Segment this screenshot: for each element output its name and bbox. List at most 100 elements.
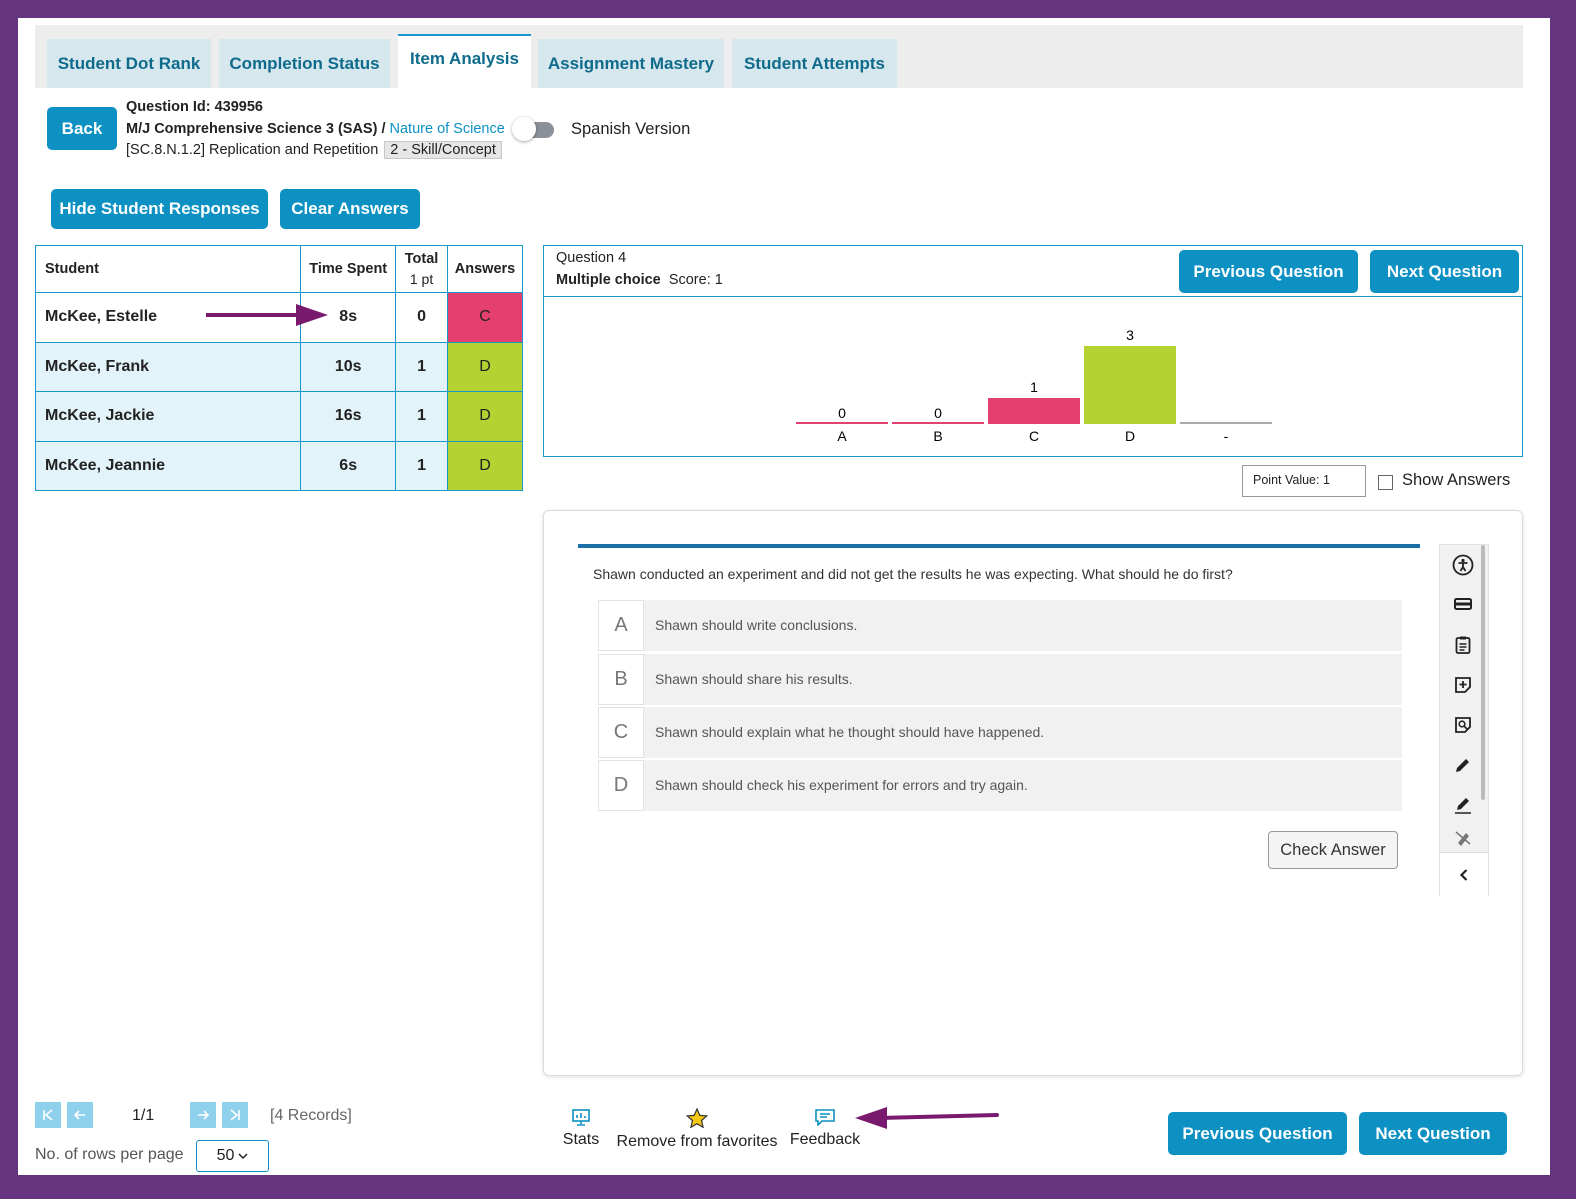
answer-distribution-chart: 0 A 0 B 1 C 3 D - bbox=[796, 327, 1272, 444]
question-type: Multiple choice bbox=[556, 272, 661, 288]
answer-cell: D bbox=[447, 341, 523, 392]
feedback-label: Feedback bbox=[789, 1131, 861, 1148]
tab-assignment-mastery[interactable]: Assignment Mastery bbox=[538, 39, 724, 88]
option-text: Shawn should check his experiment for er… bbox=[655, 777, 1028, 793]
chevron-down-icon bbox=[238, 1153, 248, 1160]
question-score: Score: 1 bbox=[668, 272, 723, 288]
course-breadcrumb: M/J Comprehensive Science 3 (SAS) / Natu… bbox=[126, 121, 505, 137]
category-tick-label: - bbox=[1224, 428, 1229, 444]
bar-c bbox=[988, 398, 1080, 424]
col-time-spent[interactable]: Time Spent bbox=[300, 245, 397, 293]
accessibility-toolbar bbox=[1439, 544, 1489, 896]
report-tabs: Student Dot Rank Completion Status Item … bbox=[35, 25, 1523, 88]
point-value-field[interactable]: Point Value: 1 bbox=[1242, 465, 1366, 497]
question-id: Question Id: 439956 bbox=[126, 99, 263, 115]
page-indicator: 1/1 bbox=[132, 1107, 155, 1124]
student-response-table: Student Time Spent Total 1 pt Answers McK… bbox=[34, 245, 523, 491]
tab-student-attempts[interactable]: Student Attempts bbox=[732, 39, 897, 88]
accessibility-icon[interactable] bbox=[1451, 553, 1475, 577]
sticky-note-view-icon[interactable] bbox=[1451, 713, 1475, 737]
favorites-label: Remove from favorites bbox=[616, 1133, 778, 1150]
spanish-version-label: Spanish Version bbox=[571, 120, 691, 138]
next-question-button[interactable]: Next Question bbox=[1370, 250, 1519, 293]
option-text: Shawn should write conclusions. bbox=[655, 617, 858, 633]
bar-value-label: 3 bbox=[1126, 327, 1134, 343]
col-answers[interactable]: Answers bbox=[447, 245, 523, 293]
tab-completion-status[interactable]: Completion Status bbox=[219, 39, 390, 88]
answer-option-a[interactable]: A Shawn should write conclusions. bbox=[598, 600, 1402, 651]
time-spent: 6s bbox=[300, 440, 397, 491]
footer-next-question-button[interactable]: Next Question bbox=[1359, 1112, 1507, 1155]
time-spent: 8s bbox=[300, 292, 397, 343]
next-page-button[interactable] bbox=[190, 1102, 216, 1128]
answer-cell: D bbox=[447, 391, 523, 442]
total-score: 1 bbox=[395, 391, 449, 442]
tab-item-analysis[interactable]: Item Analysis bbox=[398, 34, 531, 88]
col-total-label: Total bbox=[404, 250, 439, 267]
total-score: 0 bbox=[395, 292, 449, 343]
previous-question-button[interactable]: Previous Question bbox=[1179, 250, 1358, 293]
option-letter: D bbox=[598, 760, 644, 811]
tab-student-dot-rank[interactable]: Student Dot Rank bbox=[47, 39, 211, 88]
toolbar-scrollbar[interactable] bbox=[1481, 545, 1485, 800]
answer-cell: C bbox=[447, 292, 523, 343]
remove-favorite-action[interactable]: Remove from favorites bbox=[614, 1107, 780, 1151]
feedback-action[interactable]: Feedback bbox=[786, 1108, 864, 1149]
annotation-arrow-left bbox=[855, 1107, 999, 1129]
footer-previous-question-button[interactable]: Previous Question bbox=[1168, 1112, 1347, 1155]
course-name: M/J Comprehensive Science 3 (SAS) / bbox=[126, 121, 386, 137]
star-icon bbox=[685, 1107, 709, 1129]
total-score: 1 bbox=[395, 341, 449, 392]
show-answers-checkbox[interactable] bbox=[1378, 475, 1393, 490]
stats-action[interactable]: Stats bbox=[554, 1108, 608, 1149]
skill-tag: 2 - Skill/Concept bbox=[384, 141, 502, 159]
bar-baseline bbox=[796, 422, 888, 424]
answer-option-c[interactable]: C Shawn should explain what he thought s… bbox=[598, 707, 1402, 758]
line-reader-icon[interactable] bbox=[1451, 592, 1475, 616]
option-text: Shawn should share his results. bbox=[655, 671, 853, 687]
answer-option-d[interactable]: D Shawn should check his experiment for … bbox=[598, 760, 1402, 811]
option-letter: A bbox=[598, 600, 644, 651]
stats-label: Stats bbox=[562, 1131, 600, 1148]
notepad-icon[interactable] bbox=[1451, 633, 1475, 657]
last-page-button[interactable] bbox=[222, 1102, 248, 1128]
response-distribution-panel: Question 4 Multiple choice Score: 1 Prev… bbox=[543, 245, 1523, 457]
back-button[interactable]: Back bbox=[47, 107, 117, 150]
category-tick-label: B bbox=[933, 428, 942, 444]
records-count: [4 Records] bbox=[270, 1107, 352, 1124]
answer-option-b[interactable]: B Shawn should share his results. bbox=[598, 654, 1402, 705]
pencil-icon[interactable] bbox=[1451, 753, 1475, 777]
hide-student-responses-button[interactable]: Hide Student Responses bbox=[51, 189, 268, 229]
spanish-version-toggle[interactable] bbox=[512, 117, 556, 141]
highlighter-icon[interactable] bbox=[1451, 793, 1475, 817]
table-row: McKee, Frank 10s 1 D bbox=[34, 341, 523, 392]
question-number: Question 4 bbox=[556, 250, 627, 266]
table-row: McKee, Estelle 8s 0 C bbox=[34, 292, 523, 343]
item-analysis-page: Student Dot Rank Completion Status Item … bbox=[18, 18, 1550, 1175]
total-score: 1 bbox=[395, 440, 449, 491]
check-answer-button[interactable]: Check Answer bbox=[1268, 831, 1398, 869]
rows-per-page-select[interactable]: 50 bbox=[196, 1140, 269, 1172]
sticky-note-add-icon[interactable] bbox=[1451, 673, 1475, 697]
category-tick-label: A bbox=[837, 428, 847, 444]
first-page-button[interactable] bbox=[35, 1102, 61, 1128]
eraser-icon[interactable] bbox=[1451, 829, 1475, 847]
rows-per-page-value: 50 bbox=[216, 1147, 235, 1164]
time-spent: 10s bbox=[300, 341, 397, 392]
previous-page-button[interactable] bbox=[67, 1102, 93, 1128]
show-answers-label: Show Answers bbox=[1402, 471, 1511, 489]
col-total[interactable]: Total 1 pt bbox=[395, 245, 449, 293]
toggle-knob bbox=[512, 117, 536, 141]
option-letter: B bbox=[598, 654, 644, 705]
col-student[interactable]: Student bbox=[34, 245, 302, 293]
option-letter: C bbox=[598, 707, 644, 758]
clear-answers-button[interactable]: Clear Answers bbox=[280, 189, 420, 229]
table-row: McKee, Jackie 16s 1 D bbox=[34, 391, 523, 442]
question-top-rule bbox=[578, 544, 1420, 548]
bar-baseline bbox=[1180, 422, 1272, 424]
stats-icon bbox=[572, 1109, 590, 1126]
course-link[interactable]: Nature of Science bbox=[389, 121, 505, 137]
category-tick-label: D bbox=[1125, 428, 1135, 444]
collapse-chevron-icon[interactable] bbox=[1440, 852, 1488, 896]
question-type-line: Multiple choice Score: 1 bbox=[556, 272, 723, 288]
